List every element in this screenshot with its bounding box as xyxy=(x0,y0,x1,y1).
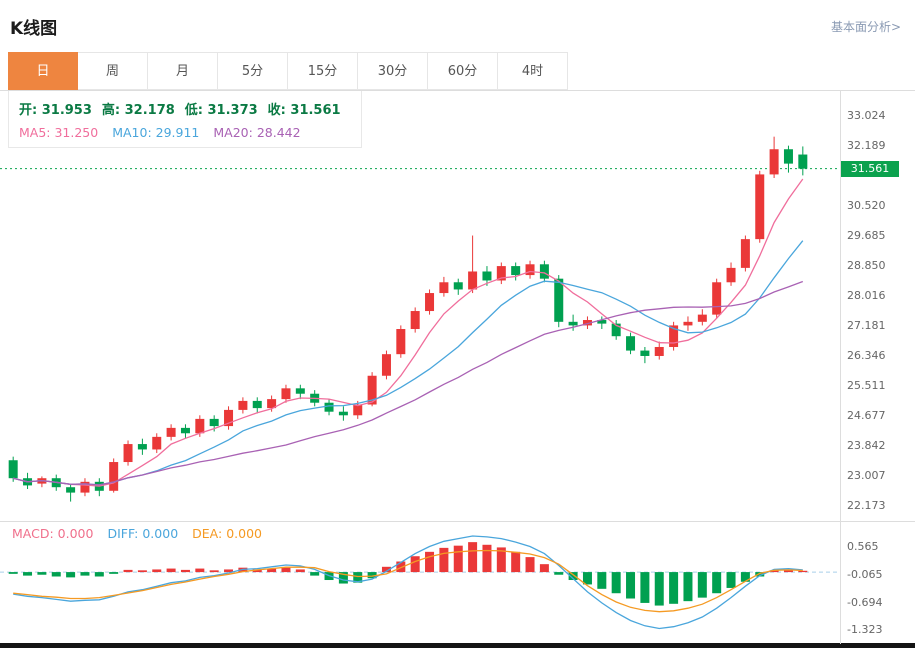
legend-item-开:: 开: 31.953 xyxy=(19,103,92,118)
diff-line xyxy=(13,535,803,630)
legend-item-MA10: MA10: 29.911 xyxy=(112,125,200,140)
macd-legend: MACD: 0.000 DIFF: 0.000 DEA: 0.000 xyxy=(12,526,276,541)
legend-item-MACD: MACD: 0.000 xyxy=(12,526,94,541)
tab-4时[interactable]: 4时 xyxy=(498,52,568,90)
legend-item-MA5: MA5: 31.250 xyxy=(19,125,99,140)
y-axis-tick: 22.173 xyxy=(847,499,886,513)
ma5-line xyxy=(13,178,804,487)
candles xyxy=(8,136,808,502)
y-axis-tick: -1.323 xyxy=(847,623,883,637)
y-axis-tick: 24.677 xyxy=(847,409,886,423)
y-axis-tick: 30.520 xyxy=(847,199,886,213)
y-axis-tick: 26.346 xyxy=(847,349,886,363)
ohlc-legend-box: 开: 31.953 高: 32.178 低: 31.373 收: 31.561 MA5… xyxy=(8,91,362,148)
y-axis-tick: 27.181 xyxy=(847,319,886,333)
legend-item-收:: 收: 31.561 xyxy=(267,103,341,118)
y-axis-tick: 23.007 xyxy=(847,469,886,483)
dea-line xyxy=(13,549,803,613)
tab-30分[interactable]: 30分 xyxy=(358,52,428,90)
y-axis-tick: 25.511 xyxy=(847,379,886,393)
fundamental-analysis-link[interactable]: 基本面分析> xyxy=(830,19,901,34)
macd-histogram xyxy=(8,542,808,606)
y-axis-tick: -0.694 xyxy=(847,595,883,609)
y-axis-tick: 33.024 xyxy=(847,109,886,123)
ohlc-legend: 开: 31.953 高: 32.178 低: 31.373 收: 31.561 xyxy=(19,99,351,118)
tab-15分[interactable]: 15分 xyxy=(288,52,358,90)
y-axis-tick: -0.065 xyxy=(847,567,883,581)
page-title: K线图 xyxy=(10,18,58,39)
tab-周[interactable]: 周 xyxy=(78,52,148,90)
tab-60分[interactable]: 60分 xyxy=(428,52,498,90)
tab-月[interactable]: 月 xyxy=(148,52,218,90)
tab-日[interactable]: 日 xyxy=(8,52,78,90)
ma-legend: MA5: 31.250 MA10: 29.911 MA20: 28.442 xyxy=(19,125,351,140)
bottom-bar xyxy=(0,643,915,648)
legend-item-MA20: MA20: 28.442 xyxy=(213,125,301,140)
ma20-line xyxy=(13,280,804,486)
legend-item-高:: 高: 32.178 xyxy=(101,103,175,118)
chart-area: 开: 31.953 高: 32.178 低: 31.373 收: 31.561 MA5… xyxy=(0,90,915,644)
pane-divider xyxy=(0,521,915,522)
legend-item-DEA: DEA: 0.000 xyxy=(192,526,262,541)
header: K线图 基本面分析> xyxy=(0,0,915,52)
y-axis-tick: 32.189 xyxy=(847,139,886,153)
y-axis-tick: 23.842 xyxy=(847,439,886,453)
tab-5分[interactable]: 5分 xyxy=(218,52,288,90)
legend-item-DIFF: DIFF: 0.000 xyxy=(107,526,179,541)
current-price-tag: 31.561 xyxy=(841,160,899,177)
y-axis-tick: 28.850 xyxy=(847,259,886,273)
y-axis-tick: 28.016 xyxy=(847,289,886,303)
y-axis-tick: 0.565 xyxy=(847,540,879,554)
axis-divider xyxy=(840,91,841,644)
interval-tabs: 日周月 5分 15分 30分 60分 4时 xyxy=(0,52,915,90)
legend-item-低:: 低: 31.373 xyxy=(184,103,258,118)
macd-chart[interactable] xyxy=(0,521,840,643)
candlestick-chart[interactable] xyxy=(0,91,840,521)
y-axis-tick: 29.685 xyxy=(847,229,886,243)
